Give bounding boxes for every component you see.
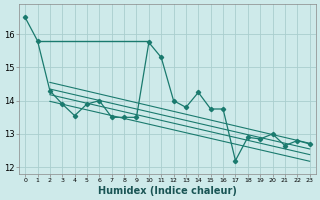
X-axis label: Humidex (Indice chaleur): Humidex (Indice chaleur)	[98, 186, 237, 196]
